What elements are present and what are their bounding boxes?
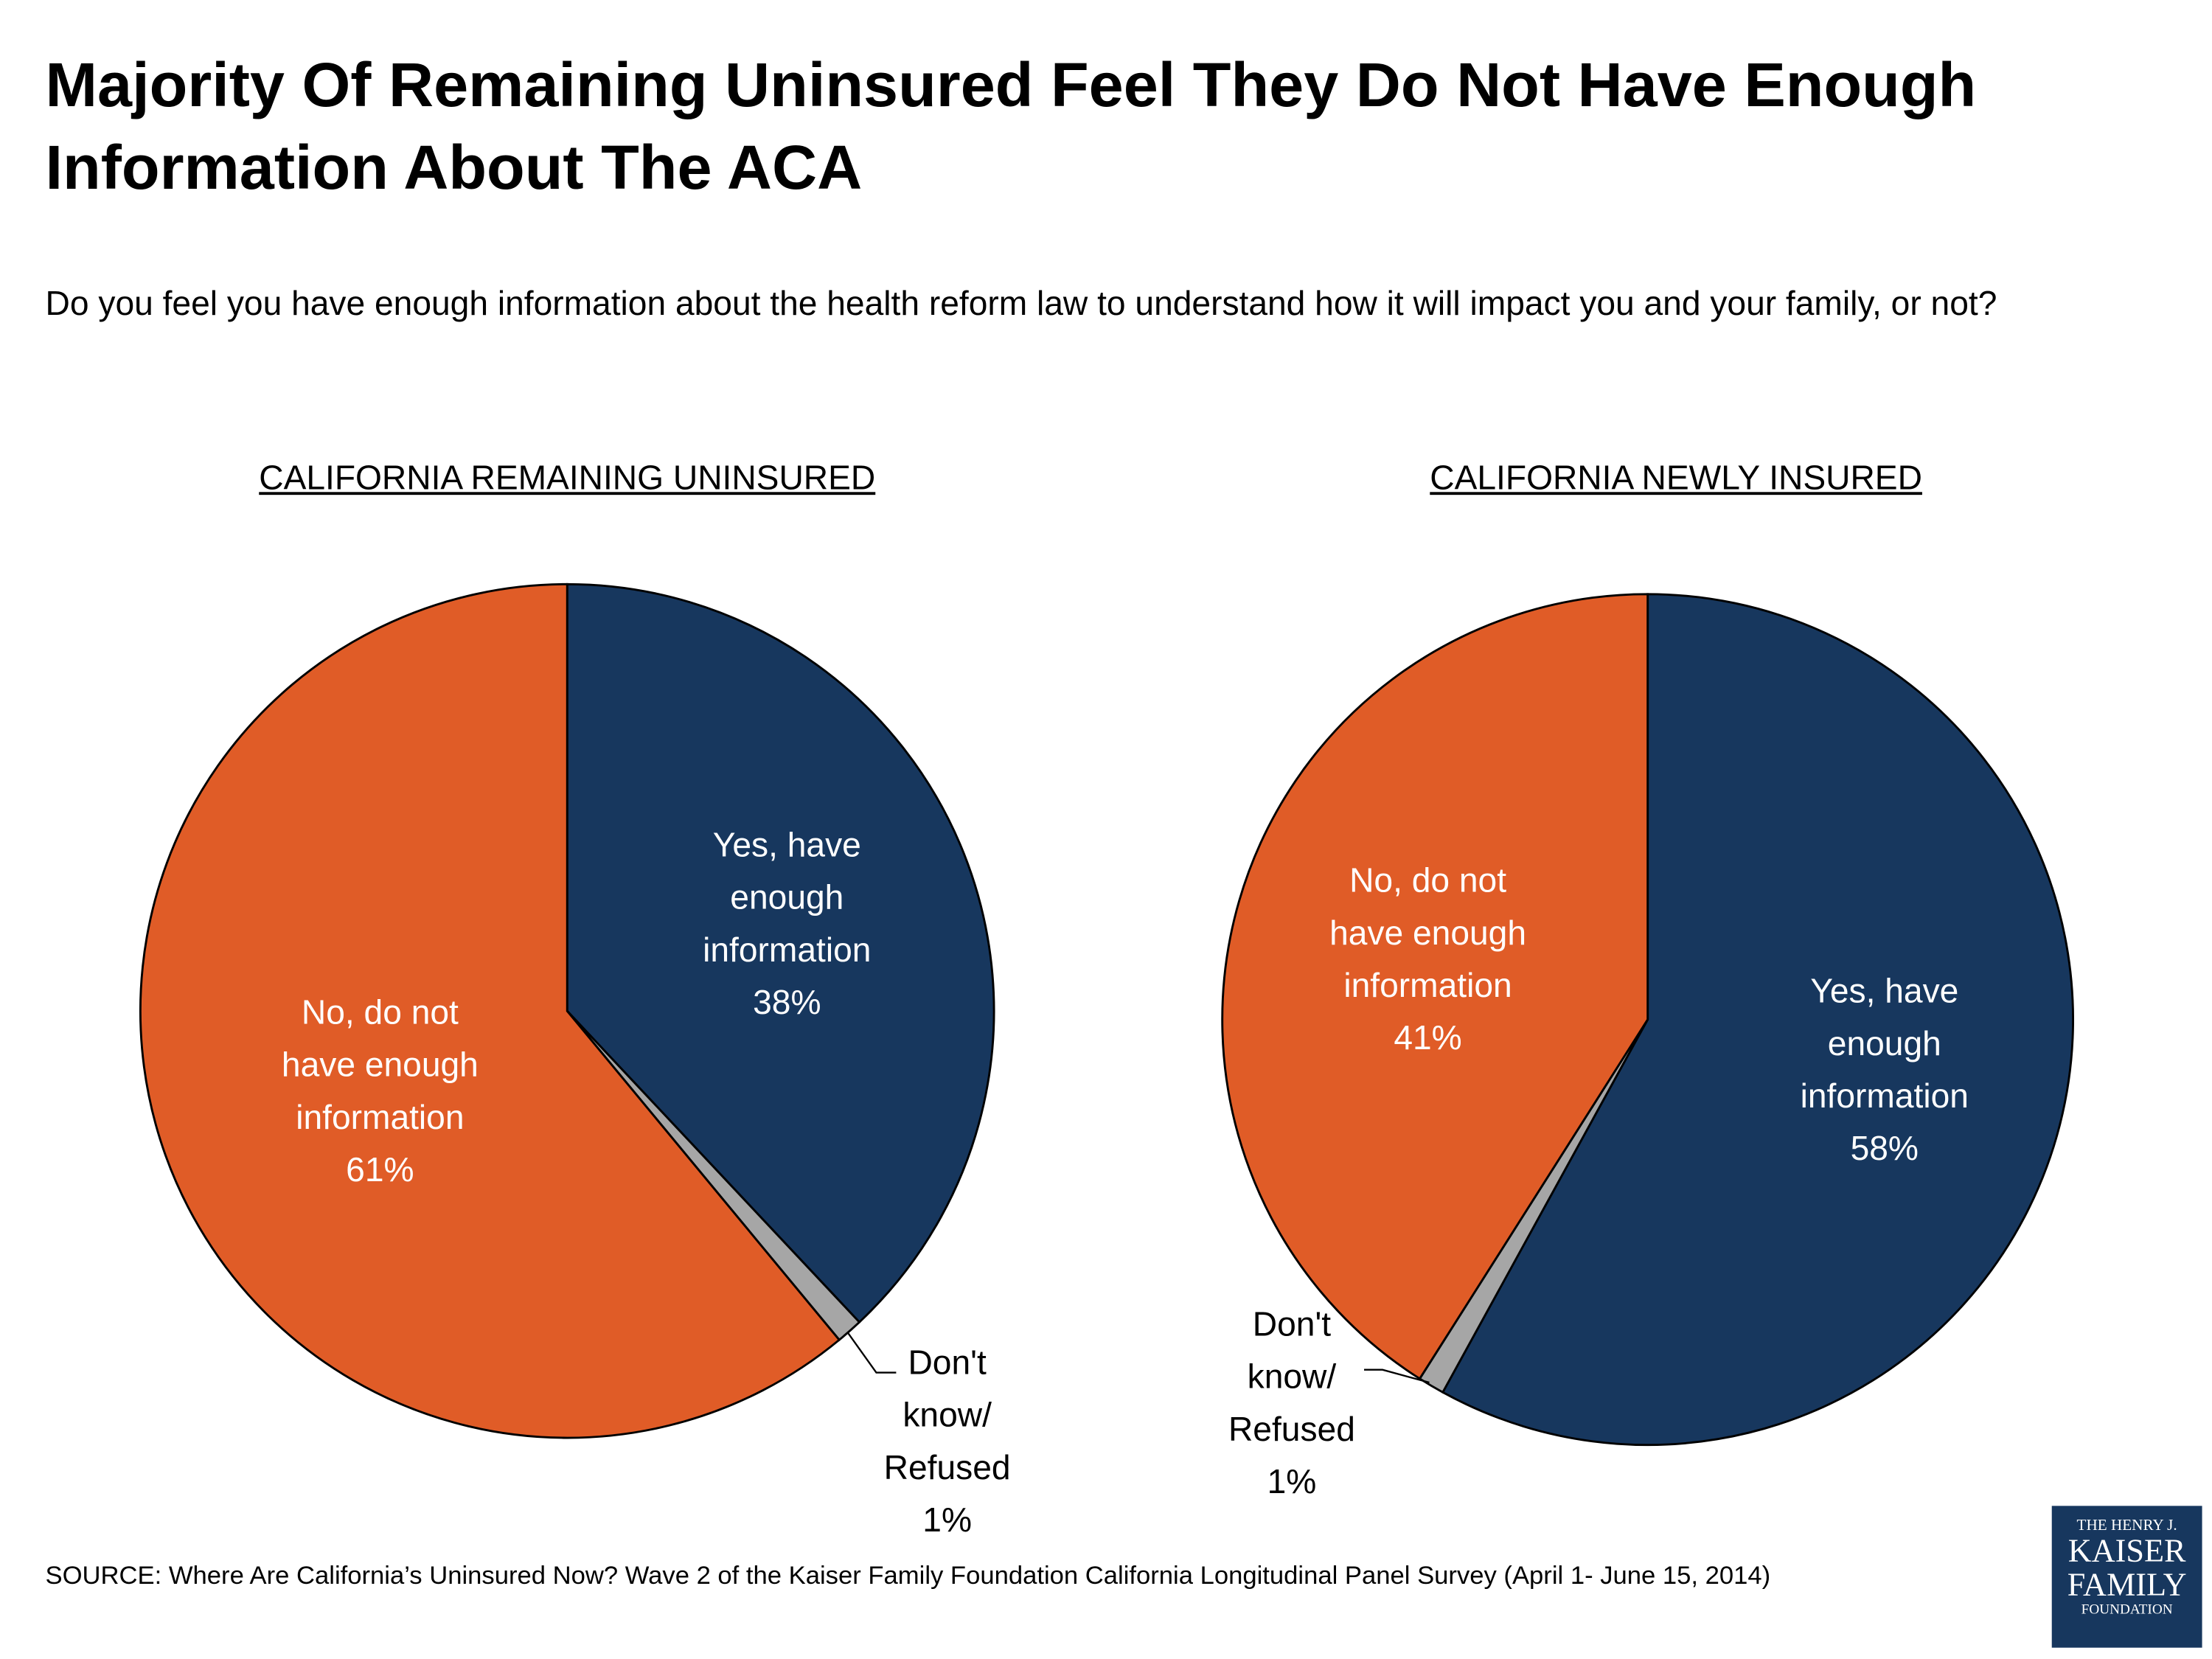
title: Majority Of Remaining Uninsured Feel The…: [45, 51, 1977, 204]
category-label: Don't know/ Refused: [883, 1344, 1011, 1488]
category-label: No, do not have enough information: [1329, 862, 1527, 1006]
slice-label: No, do not have enough information 61%: [274, 987, 486, 1197]
logo-line: FAMILY: [2067, 1567, 2187, 1603]
logo-line: FOUNDATION: [2081, 1602, 2173, 1618]
value-label: 41%: [1394, 1019, 1462, 1058]
pie-slice: [139, 582, 841, 1439]
category-label: No, do not have enough information: [281, 994, 479, 1138]
category-label: Yes, have enough information: [703, 827, 872, 970]
logo: THE HENRY J. KAISER FAMILY FOUNDATION: [2051, 1506, 2202, 1648]
pie-slice: [1441, 593, 2074, 1447]
slice-label: Yes, have enough information 38%: [681, 820, 893, 1030]
value-label: 61%: [346, 1151, 414, 1190]
slice-label: Yes, have enough information 58%: [1778, 966, 1991, 1176]
leader-line: [847, 1332, 897, 1374]
category-label: Don't know/ Refused: [1228, 1306, 1355, 1450]
chart-title: CALIFORNIA REMAINING UNINSURED: [259, 459, 876, 498]
chart-title: CALIFORNIA NEWLY INSURED: [1430, 459, 1922, 498]
value-label: 1%: [1267, 1463, 1317, 1502]
slice-label: Don't know/ Refused 1%: [869, 1337, 1026, 1547]
logo-line: KAISER: [2067, 1532, 2186, 1568]
category-label: Yes, have enough information: [1800, 973, 1969, 1116]
source: SOURCE: Where Are California’s Uninsured…: [45, 1561, 1771, 1590]
leader-line: [1364, 1368, 1430, 1384]
slice-label: Don't know/ Refused 1%: [1214, 1299, 1370, 1509]
value-label: 1%: [922, 1501, 972, 1540]
value-label: 58%: [1850, 1130, 1919, 1169]
value-label: 38%: [753, 984, 821, 1023]
logo-line: THE HENRY J.: [2076, 1517, 2177, 1534]
slice-label: No, do not have enough information 41%: [1321, 855, 1534, 1065]
subtitle: Do you feel you have enough information …: [45, 285, 1997, 324]
pie-slice: [566, 582, 995, 1324]
pie-slice: [1221, 593, 1649, 1380]
